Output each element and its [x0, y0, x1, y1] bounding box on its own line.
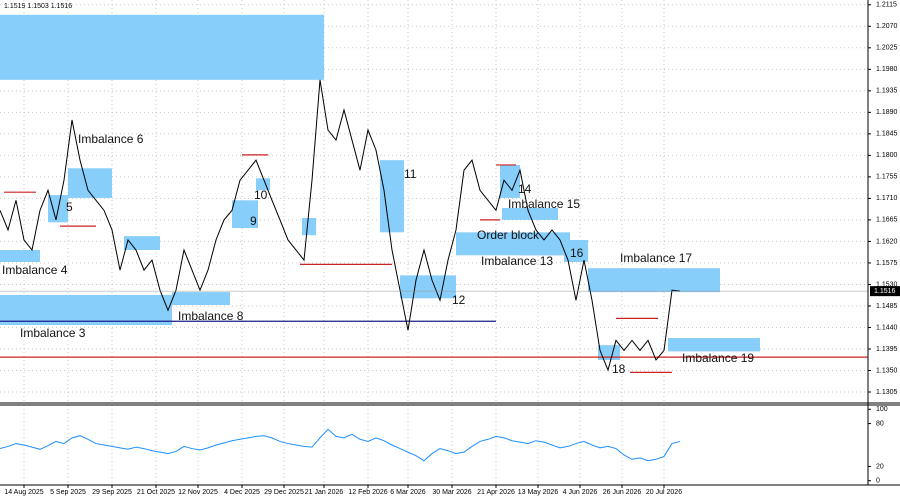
y-tick-label: 1.1305 [876, 389, 898, 396]
y-tick-label: 1.1980 [876, 66, 898, 73]
y-tick-label: 1.2115 [876, 2, 897, 9]
imbalance-zone [588, 268, 720, 293]
x-tick-label: 29 Sep 2025 [92, 489, 132, 496]
rsi-tick-label: 100 [876, 406, 888, 413]
x-tick-label: 26 Jun 2026 [603, 489, 642, 496]
zone-label: Imbalance 6 [78, 132, 144, 146]
zone-label: 16 [570, 246, 584, 260]
zone-label: Imbalance 13 [481, 254, 553, 268]
zone-label: Imbalance 4 [2, 263, 68, 277]
rsi-tick-label: 20 [876, 463, 884, 470]
y-tick-label: 1.1935 [876, 88, 898, 95]
x-tick-label: 4 Jun 2026 [563, 489, 598, 496]
zone-label: 10 [254, 188, 268, 202]
imbalance-zone [0, 294, 172, 326]
last-price-label: 1.1516 [874, 288, 896, 295]
imbalance-zone [500, 164, 520, 198]
zone-label: Imbalance 19 [682, 351, 754, 365]
zone-label: 12 [452, 293, 466, 307]
x-tick-label: 21 Jan 2026 [305, 489, 344, 496]
imbalance-zone [668, 337, 760, 352]
x-tick-label: 12 Nov 2025 [178, 489, 218, 496]
y-tick-label: 1.1665 [876, 217, 898, 224]
y-tick-label: 1.2025 [876, 45, 898, 52]
zone-label: Imbalance 3 [20, 326, 86, 340]
zone-label: 5 [66, 200, 73, 214]
rsi-tick-label: 80 [876, 420, 884, 427]
x-tick-label: 14 Aug 2025 [4, 489, 43, 496]
zone-label: 9 [250, 214, 257, 228]
imbalance-zone [124, 236, 160, 251]
y-tick-label: 1.1800 [876, 152, 898, 159]
imbalance-zone [0, 14, 324, 80]
imbalance-zone [302, 217, 316, 236]
x-tick-label: 21 Oct 2025 [137, 489, 175, 496]
x-tick-label: 13 May 2026 [518, 489, 559, 496]
imbalance-zone [400, 275, 456, 299]
y-tick-label: 1.1485 [876, 303, 898, 310]
y-tick-label: 1.1350 [876, 367, 898, 374]
imbalance-zone [380, 160, 404, 233]
imbalance-zone [256, 178, 270, 191]
zone-label: Imbalance 17 [620, 251, 692, 265]
zone-label: Imbalance 15 [508, 197, 580, 211]
y-tick-label: 1.1575 [876, 260, 898, 267]
header-prices: 1.1519 1.1503 1.1516 [4, 3, 72, 10]
y-tick-label: 1.1890 [876, 109, 898, 116]
y-tick-label: 1.2070 [876, 23, 898, 30]
y-tick-label: 1.1440 [876, 324, 898, 331]
imbalance-zone [232, 200, 258, 229]
y-tick-label: 1.1710 [876, 195, 898, 202]
x-tick-label: 21 Apr 2026 [477, 489, 515, 496]
imbalance-zone [520, 241, 568, 256]
y-tick-label: 1.1845 [876, 131, 898, 138]
imbalance-zone [598, 345, 620, 360]
x-tick-label: 30 Mar 2026 [432, 489, 471, 496]
x-tick-label: 4 Dec 2025 [224, 489, 260, 496]
price-line [0, 79, 681, 372]
last-price-box [870, 286, 900, 297]
zone-label: 18 [612, 362, 626, 376]
imbalance-zone [0, 250, 40, 262]
rsi-tick-label: 0 [876, 478, 880, 485]
x-tick-label: 12 Feb 2026 [348, 489, 387, 496]
zone-label: Order block [477, 228, 540, 242]
x-tick-label: 5 Sep 2025 [50, 489, 86, 496]
y-tick-label: 1.1620 [876, 238, 898, 245]
rsi-line [0, 428, 681, 462]
y-tick-label: 1.1395 [876, 346, 898, 353]
imbalance-zone [564, 239, 588, 262]
x-tick-label: 20 Jul 2026 [646, 489, 682, 496]
x-tick-label: 29 Dec 2025 [264, 489, 304, 496]
x-tick-label: 6 Mar 2026 [390, 489, 426, 496]
zone-label: 14 [518, 182, 532, 196]
y-tick-label: 1.1530 [876, 281, 898, 288]
y-tick-label: 1.1755 [876, 174, 898, 181]
imbalance-zone [172, 292, 230, 305]
zone-label: Imbalance 8 [178, 309, 244, 323]
zone-label: 11 [404, 167, 417, 181]
